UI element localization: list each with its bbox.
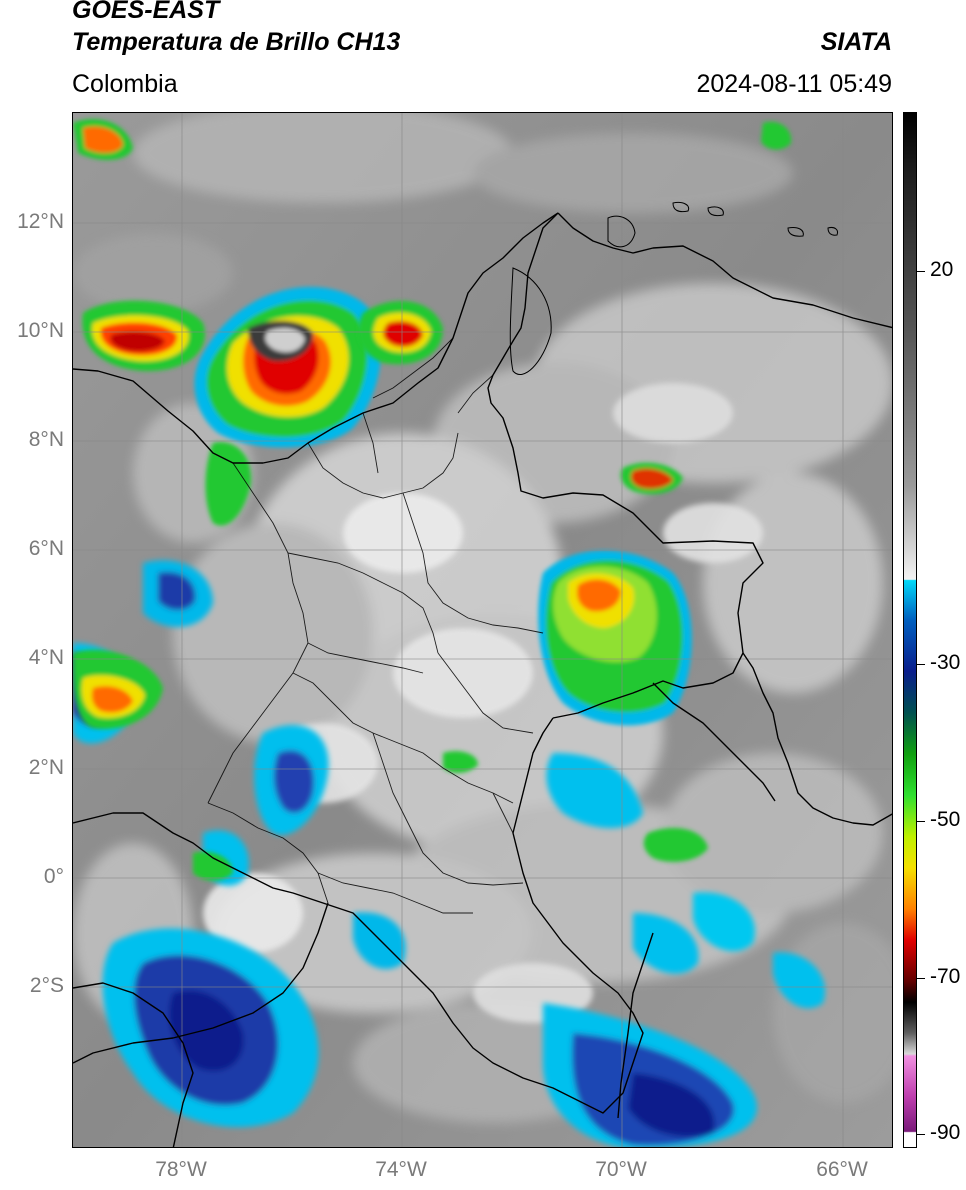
lat-label: 10°N xyxy=(17,319,64,342)
timestamp-label: 2024-08-11 05:49 xyxy=(696,70,892,98)
colorbar-tick xyxy=(917,978,925,979)
colorbar-tick xyxy=(917,821,925,822)
colorbar-label: -50 xyxy=(930,808,961,831)
lon-label: 70°W xyxy=(595,1158,647,1181)
lat-label: 8°N xyxy=(28,428,64,451)
lon-label: 66°W xyxy=(816,1158,868,1181)
colorbar xyxy=(903,112,917,1148)
lat-label: 6°N xyxy=(28,537,64,560)
satellite-map[interactable] xyxy=(72,112,893,1148)
lon-label: 78°W xyxy=(155,1158,207,1181)
lat-label: 2°N xyxy=(28,756,64,779)
title-product: Temperatura de Brillo CH13 xyxy=(72,28,401,56)
colorbar-label: -30 xyxy=(930,651,961,674)
colorbar-tick xyxy=(917,271,925,272)
map-layer xyxy=(73,113,892,1147)
lat-label: 2°S xyxy=(29,974,64,997)
graticule xyxy=(73,113,892,1147)
organization-label: SIATA xyxy=(820,28,892,56)
storm-cluster-east xyxy=(538,462,708,862)
lat-label: 12°N xyxy=(17,210,64,233)
region-label: Colombia xyxy=(72,70,178,98)
storm-cluster-northwest xyxy=(73,119,205,372)
title-satellite: GOES-EAST xyxy=(72,0,220,24)
colorbar-tick xyxy=(917,664,925,665)
lon-label: 74°W xyxy=(375,1158,427,1181)
colorbar-gradient xyxy=(904,113,916,1147)
colorbar-tick xyxy=(917,1134,925,1135)
colorbar-label: -90 xyxy=(930,1121,961,1144)
colorbar-label: 20 xyxy=(930,258,954,281)
country-borders xyxy=(73,212,892,1147)
storm-cluster-northeast xyxy=(358,301,443,365)
coastline-islands xyxy=(509,202,838,375)
colorbar-label: -70 xyxy=(930,965,961,988)
storm-cluster-north xyxy=(194,287,382,448)
departmental-borders xyxy=(207,337,544,914)
lat-label: 4°N xyxy=(28,646,64,669)
lat-label: 0° xyxy=(43,865,64,888)
